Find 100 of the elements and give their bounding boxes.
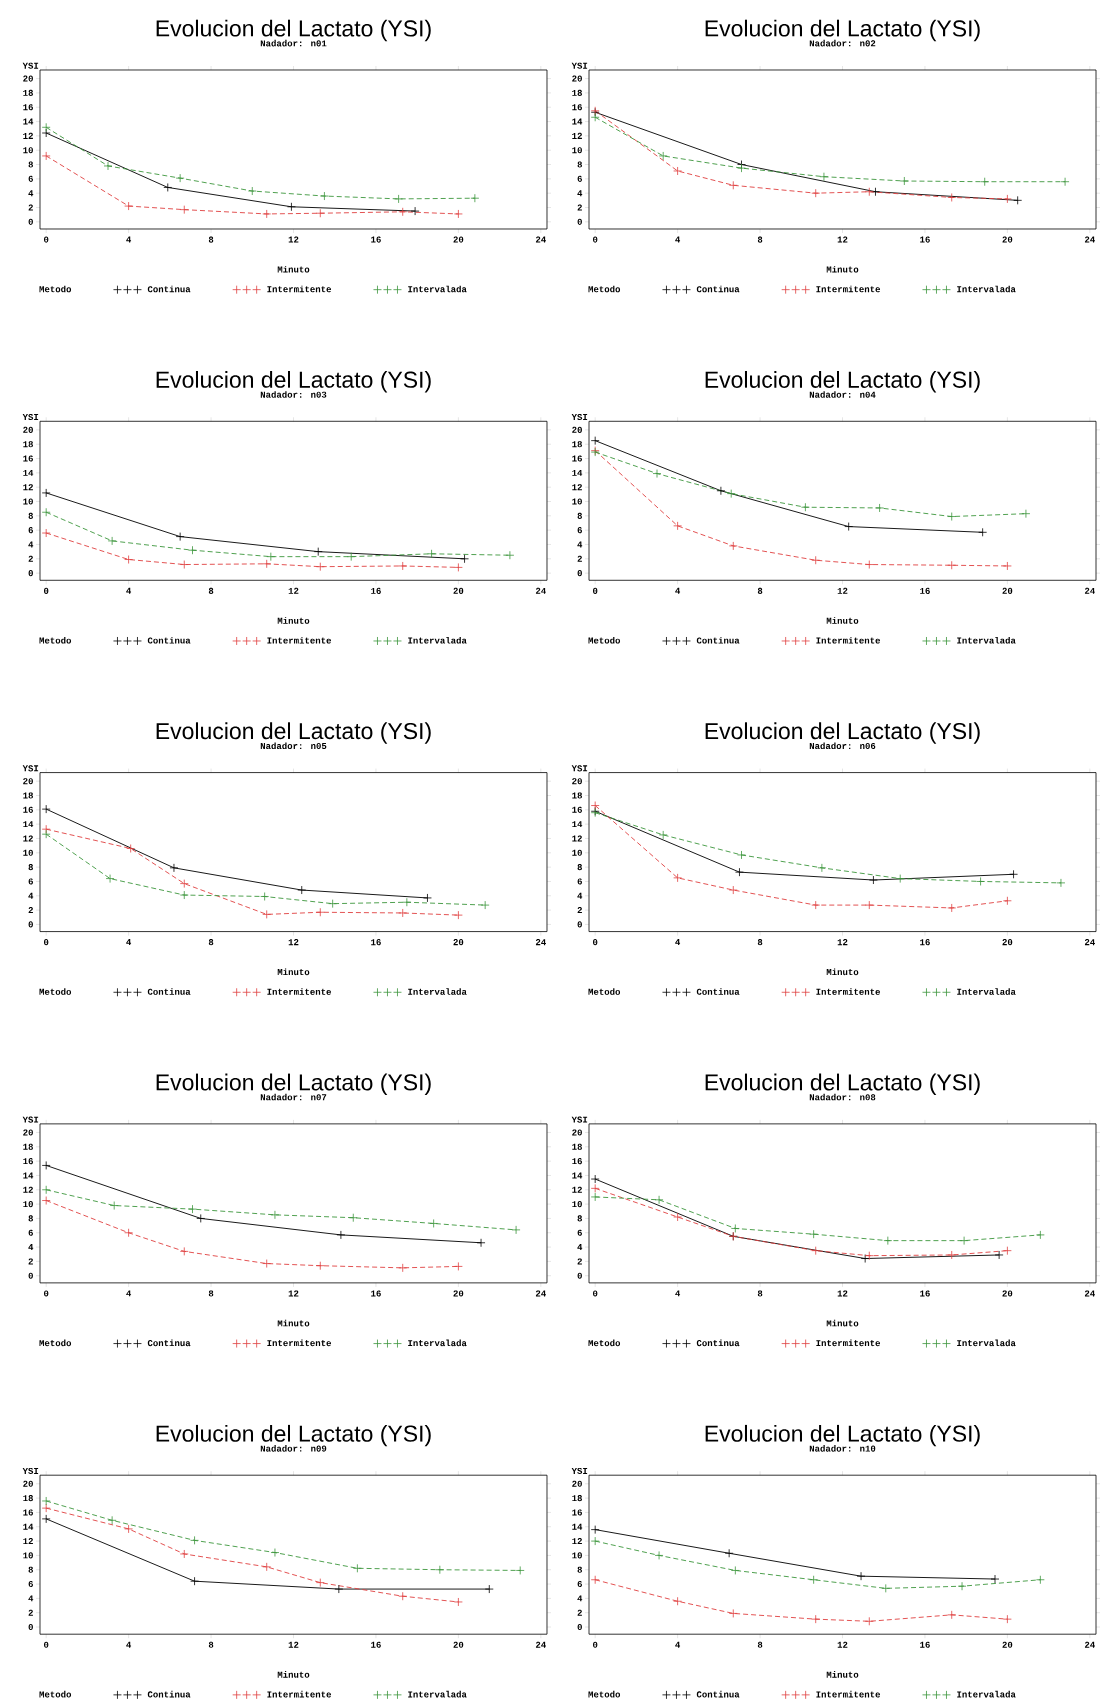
y-tick-label: 8 bbox=[577, 864, 582, 871]
y-tick-label: 18 bbox=[23, 1495, 33, 1502]
x-tick-label: 16 bbox=[371, 587, 381, 594]
y-tick-label: 6 bbox=[577, 527, 582, 534]
chart-subtitle: Nadador: n04 bbox=[809, 391, 876, 398]
x-tick-label: 12 bbox=[837, 1641, 848, 1648]
y-tick-label: 14 bbox=[572, 821, 583, 828]
y-tick-label: 12 bbox=[23, 835, 33, 842]
y-tick-label: 18 bbox=[572, 441, 582, 448]
legend-label: Intervalada bbox=[408, 1339, 467, 1347]
x-tick-label: 20 bbox=[1002, 236, 1013, 243]
y-tick-label: 4 bbox=[577, 1595, 583, 1602]
y-tick-label: 18 bbox=[572, 89, 582, 96]
x-axis-title: Minuto bbox=[277, 1671, 310, 1678]
x-tick-label: 0 bbox=[593, 939, 598, 946]
legend-label: Continua bbox=[696, 1690, 740, 1698]
legend-label: Intermitente bbox=[267, 1339, 332, 1347]
legend-label: Intermitente bbox=[267, 988, 332, 995]
y-axis-title: YSI bbox=[22, 62, 39, 69]
x-tick-label: 4 bbox=[126, 236, 132, 243]
x-tick-label: 0 bbox=[593, 236, 598, 243]
x-axis-title: Minuto bbox=[826, 617, 859, 624]
x-tick-label: 16 bbox=[371, 1290, 381, 1297]
y-tick-label: 20 bbox=[23, 1129, 33, 1136]
x-tick-label: 12 bbox=[837, 1290, 848, 1297]
y-tick-label: 8 bbox=[28, 161, 33, 168]
y-tick-label: 6 bbox=[577, 878, 582, 885]
y-tick-label: 8 bbox=[577, 512, 582, 519]
y-tick-label: 0 bbox=[577, 218, 582, 225]
legend-label: Intervalada bbox=[408, 1690, 467, 1698]
y-tick-label: 12 bbox=[572, 484, 582, 491]
y-tick-label: 18 bbox=[23, 89, 33, 96]
legend-label: Intermitente bbox=[816, 285, 881, 293]
y-tick-label: 12 bbox=[572, 1186, 582, 1193]
y-axis-title: YSI bbox=[22, 413, 39, 421]
legend-title: Metodo bbox=[39, 1690, 72, 1698]
x-tick-label: 20 bbox=[453, 236, 464, 243]
y-tick-label: 16 bbox=[572, 455, 582, 462]
y-tick-label: 2 bbox=[577, 1258, 582, 1265]
y-tick-label: 16 bbox=[572, 1158, 582, 1165]
y-tick-label: 8 bbox=[28, 864, 33, 871]
y-tick-label: 18 bbox=[572, 792, 582, 799]
x-tick-label: 24 bbox=[1084, 1290, 1095, 1297]
legend-title: Metodo bbox=[588, 285, 621, 293]
y-tick-label: 8 bbox=[577, 1215, 582, 1222]
legend-label: Continua bbox=[696, 636, 740, 644]
x-tick-label: 20 bbox=[453, 1290, 464, 1297]
x-tick-label: 12 bbox=[837, 587, 848, 594]
y-tick-label: 20 bbox=[23, 75, 33, 82]
y-tick-label: 0 bbox=[577, 921, 582, 928]
legend-label: Intervalada bbox=[957, 988, 1016, 995]
x-tick-label: 12 bbox=[288, 587, 299, 594]
x-tick-label: 8 bbox=[208, 236, 214, 243]
y-tick-label: 4 bbox=[28, 1244, 34, 1251]
legend-title: Metodo bbox=[588, 1690, 621, 1698]
x-tick-label: 12 bbox=[288, 939, 299, 946]
legend-label: Intervalada bbox=[957, 636, 1016, 644]
x-tick-label: 0 bbox=[44, 587, 49, 594]
x-axis-title: Minuto bbox=[277, 968, 310, 976]
y-tick-label: 4 bbox=[28, 541, 34, 548]
y-tick-label: 12 bbox=[23, 1186, 33, 1193]
y-tick-label: 0 bbox=[577, 570, 582, 577]
y-tick-label: 8 bbox=[577, 161, 582, 168]
y-axis-title: YSI bbox=[22, 765, 39, 772]
x-tick-label: 4 bbox=[126, 1290, 132, 1297]
y-tick-label: 10 bbox=[572, 1552, 582, 1559]
x-tick-label: 8 bbox=[208, 587, 214, 594]
legend-label: Continua bbox=[147, 1339, 191, 1347]
y-tick-label: 12 bbox=[23, 484, 33, 491]
x-tick-label: 8 bbox=[757, 587, 763, 594]
x-tick-label: 8 bbox=[757, 236, 763, 243]
y-tick-label: 8 bbox=[28, 1566, 33, 1573]
y-tick-label: 4 bbox=[28, 892, 34, 899]
legend-title: Metodo bbox=[39, 988, 72, 995]
y-tick-label: 10 bbox=[572, 147, 582, 154]
x-tick-label: 0 bbox=[44, 939, 49, 946]
y-tick-label: 0 bbox=[577, 1272, 582, 1279]
y-tick-label: 4 bbox=[28, 190, 34, 197]
y-tick-label: 12 bbox=[572, 132, 582, 139]
y-tick-label: 4 bbox=[577, 190, 583, 197]
y-tick-label: 12 bbox=[23, 1538, 33, 1545]
y-axis-title: YSI bbox=[22, 1467, 39, 1474]
x-tick-label: 16 bbox=[371, 939, 381, 946]
x-tick-label: 20 bbox=[1002, 587, 1013, 594]
y-tick-label: 20 bbox=[572, 75, 582, 82]
y-tick-label: 6 bbox=[28, 1581, 33, 1588]
y-tick-label: 8 bbox=[28, 1215, 33, 1222]
y-tick-label: 2 bbox=[577, 1609, 582, 1616]
chart-subtitle: Nadador: n03 bbox=[260, 391, 327, 398]
y-tick-label: 18 bbox=[23, 1143, 33, 1150]
y-tick-label: 14 bbox=[572, 118, 583, 125]
x-tick-label: 12 bbox=[288, 236, 299, 243]
y-tick-label: 4 bbox=[577, 1244, 583, 1251]
x-tick-label: 8 bbox=[208, 1290, 214, 1297]
x-tick-label: 8 bbox=[208, 1641, 214, 1648]
y-tick-label: 0 bbox=[28, 218, 33, 225]
y-tick-label: 6 bbox=[28, 175, 33, 182]
x-tick-label: 0 bbox=[44, 236, 49, 243]
legend-title: Metodo bbox=[39, 636, 72, 644]
y-tick-label: 14 bbox=[572, 469, 583, 476]
